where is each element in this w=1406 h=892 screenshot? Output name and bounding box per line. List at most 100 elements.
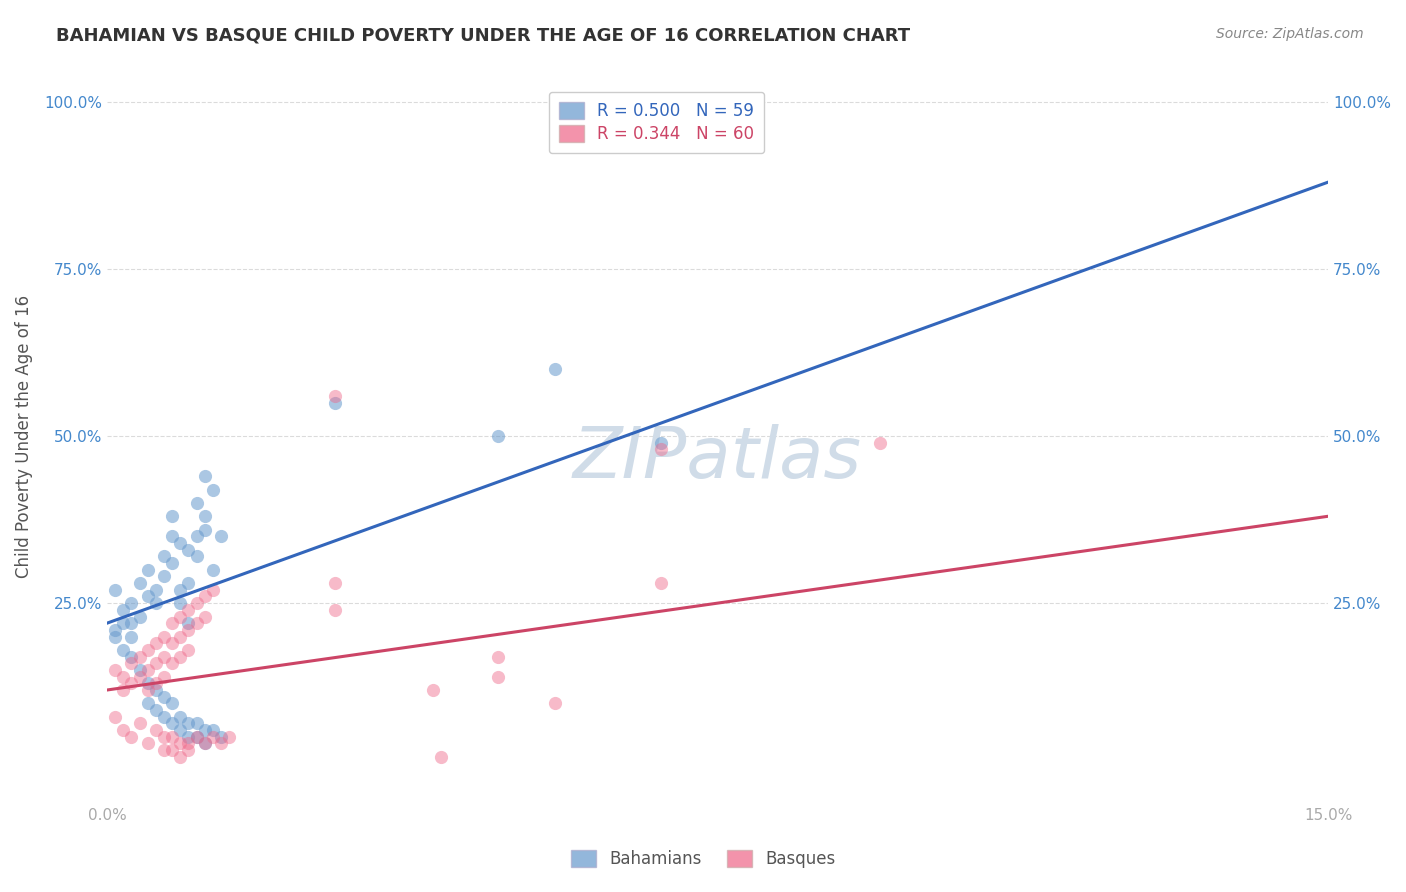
Point (209, 529, 232, 543)
Point (177, 542, 200, 557)
Point (112, 643, 135, 657)
Point (169, 723, 191, 738)
Point (104, 582, 127, 597)
Point (145, 582, 167, 597)
Point (136, 663, 159, 677)
Point (169, 582, 191, 597)
Point (153, 690, 176, 704)
Point (169, 649, 191, 664)
Point (112, 603, 135, 617)
Point (160, 657, 183, 671)
Point (323, 395, 346, 409)
Point (128, 716, 150, 731)
Point (186, 549, 208, 564)
Point (218, 730, 240, 744)
Point (128, 670, 150, 684)
Point (136, 676, 159, 690)
Point (169, 596, 191, 610)
Point (128, 609, 150, 624)
Point (112, 683, 135, 698)
Legend: Bahamians, Basques: Bahamians, Basques (564, 843, 842, 875)
Point (153, 630, 176, 644)
Point (209, 730, 232, 744)
Point (650, 435, 672, 450)
Point (201, 730, 224, 744)
Point (169, 630, 191, 644)
Point (160, 697, 183, 711)
Point (177, 576, 200, 591)
Point (169, 710, 191, 724)
Point (145, 723, 167, 738)
Point (160, 636, 183, 650)
Text: Source: ZipAtlas.com: Source: ZipAtlas.com (1216, 27, 1364, 41)
Text: BAHAMIAN VS BASQUE CHILD POVERTY UNDER THE AGE OF 16 CORRELATION CHART: BAHAMIAN VS BASQUE CHILD POVERTY UNDER T… (56, 27, 910, 45)
Point (486, 429, 509, 443)
Point (112, 723, 135, 738)
Point (112, 670, 135, 684)
Point (169, 736, 191, 750)
Point (120, 616, 142, 631)
Point (160, 556, 183, 570)
Point (544, 362, 567, 376)
Point (186, 596, 208, 610)
Point (136, 643, 159, 657)
Point (650, 442, 672, 457)
Point (145, 703, 167, 717)
Point (120, 630, 142, 644)
Point (422, 683, 444, 698)
Point (169, 749, 191, 764)
Point (153, 670, 176, 684)
Point (177, 603, 200, 617)
Point (104, 623, 127, 637)
Point (194, 609, 217, 624)
Point (201, 563, 224, 577)
Point (201, 723, 224, 738)
Point (153, 710, 176, 724)
Point (429, 749, 451, 764)
Point (128, 663, 150, 677)
Point (169, 609, 191, 624)
Point (650, 576, 672, 591)
Point (128, 576, 150, 591)
Point (120, 649, 142, 664)
Point (160, 529, 183, 543)
Point (136, 736, 159, 750)
Point (169, 536, 191, 550)
Point (194, 469, 217, 483)
Point (486, 670, 509, 684)
Point (194, 736, 217, 750)
Point (120, 676, 142, 690)
Point (160, 716, 183, 731)
Point (112, 616, 135, 631)
Point (128, 649, 150, 664)
Point (186, 730, 208, 744)
Point (145, 676, 167, 690)
Point (323, 603, 346, 617)
Point (120, 730, 142, 744)
Point (160, 509, 183, 524)
Point (160, 743, 183, 757)
Point (177, 743, 200, 757)
Point (136, 683, 159, 698)
Point (104, 710, 127, 724)
Legend: R = 0.500   N = 59, R = 0.344   N = 60: R = 0.500 N = 59, R = 0.344 N = 60 (548, 92, 765, 153)
Point (194, 723, 217, 738)
Point (120, 657, 142, 671)
Point (194, 590, 217, 604)
Point (186, 616, 208, 631)
Point (186, 730, 208, 744)
Point (160, 730, 183, 744)
Point (104, 630, 127, 644)
Point (136, 563, 159, 577)
Point (186, 529, 208, 543)
Point (177, 736, 200, 750)
Point (177, 716, 200, 731)
Point (201, 483, 224, 497)
Point (194, 736, 217, 750)
Point (209, 736, 232, 750)
Point (145, 636, 167, 650)
Point (201, 582, 224, 597)
Point (186, 716, 208, 731)
Point (177, 643, 200, 657)
Point (145, 596, 167, 610)
